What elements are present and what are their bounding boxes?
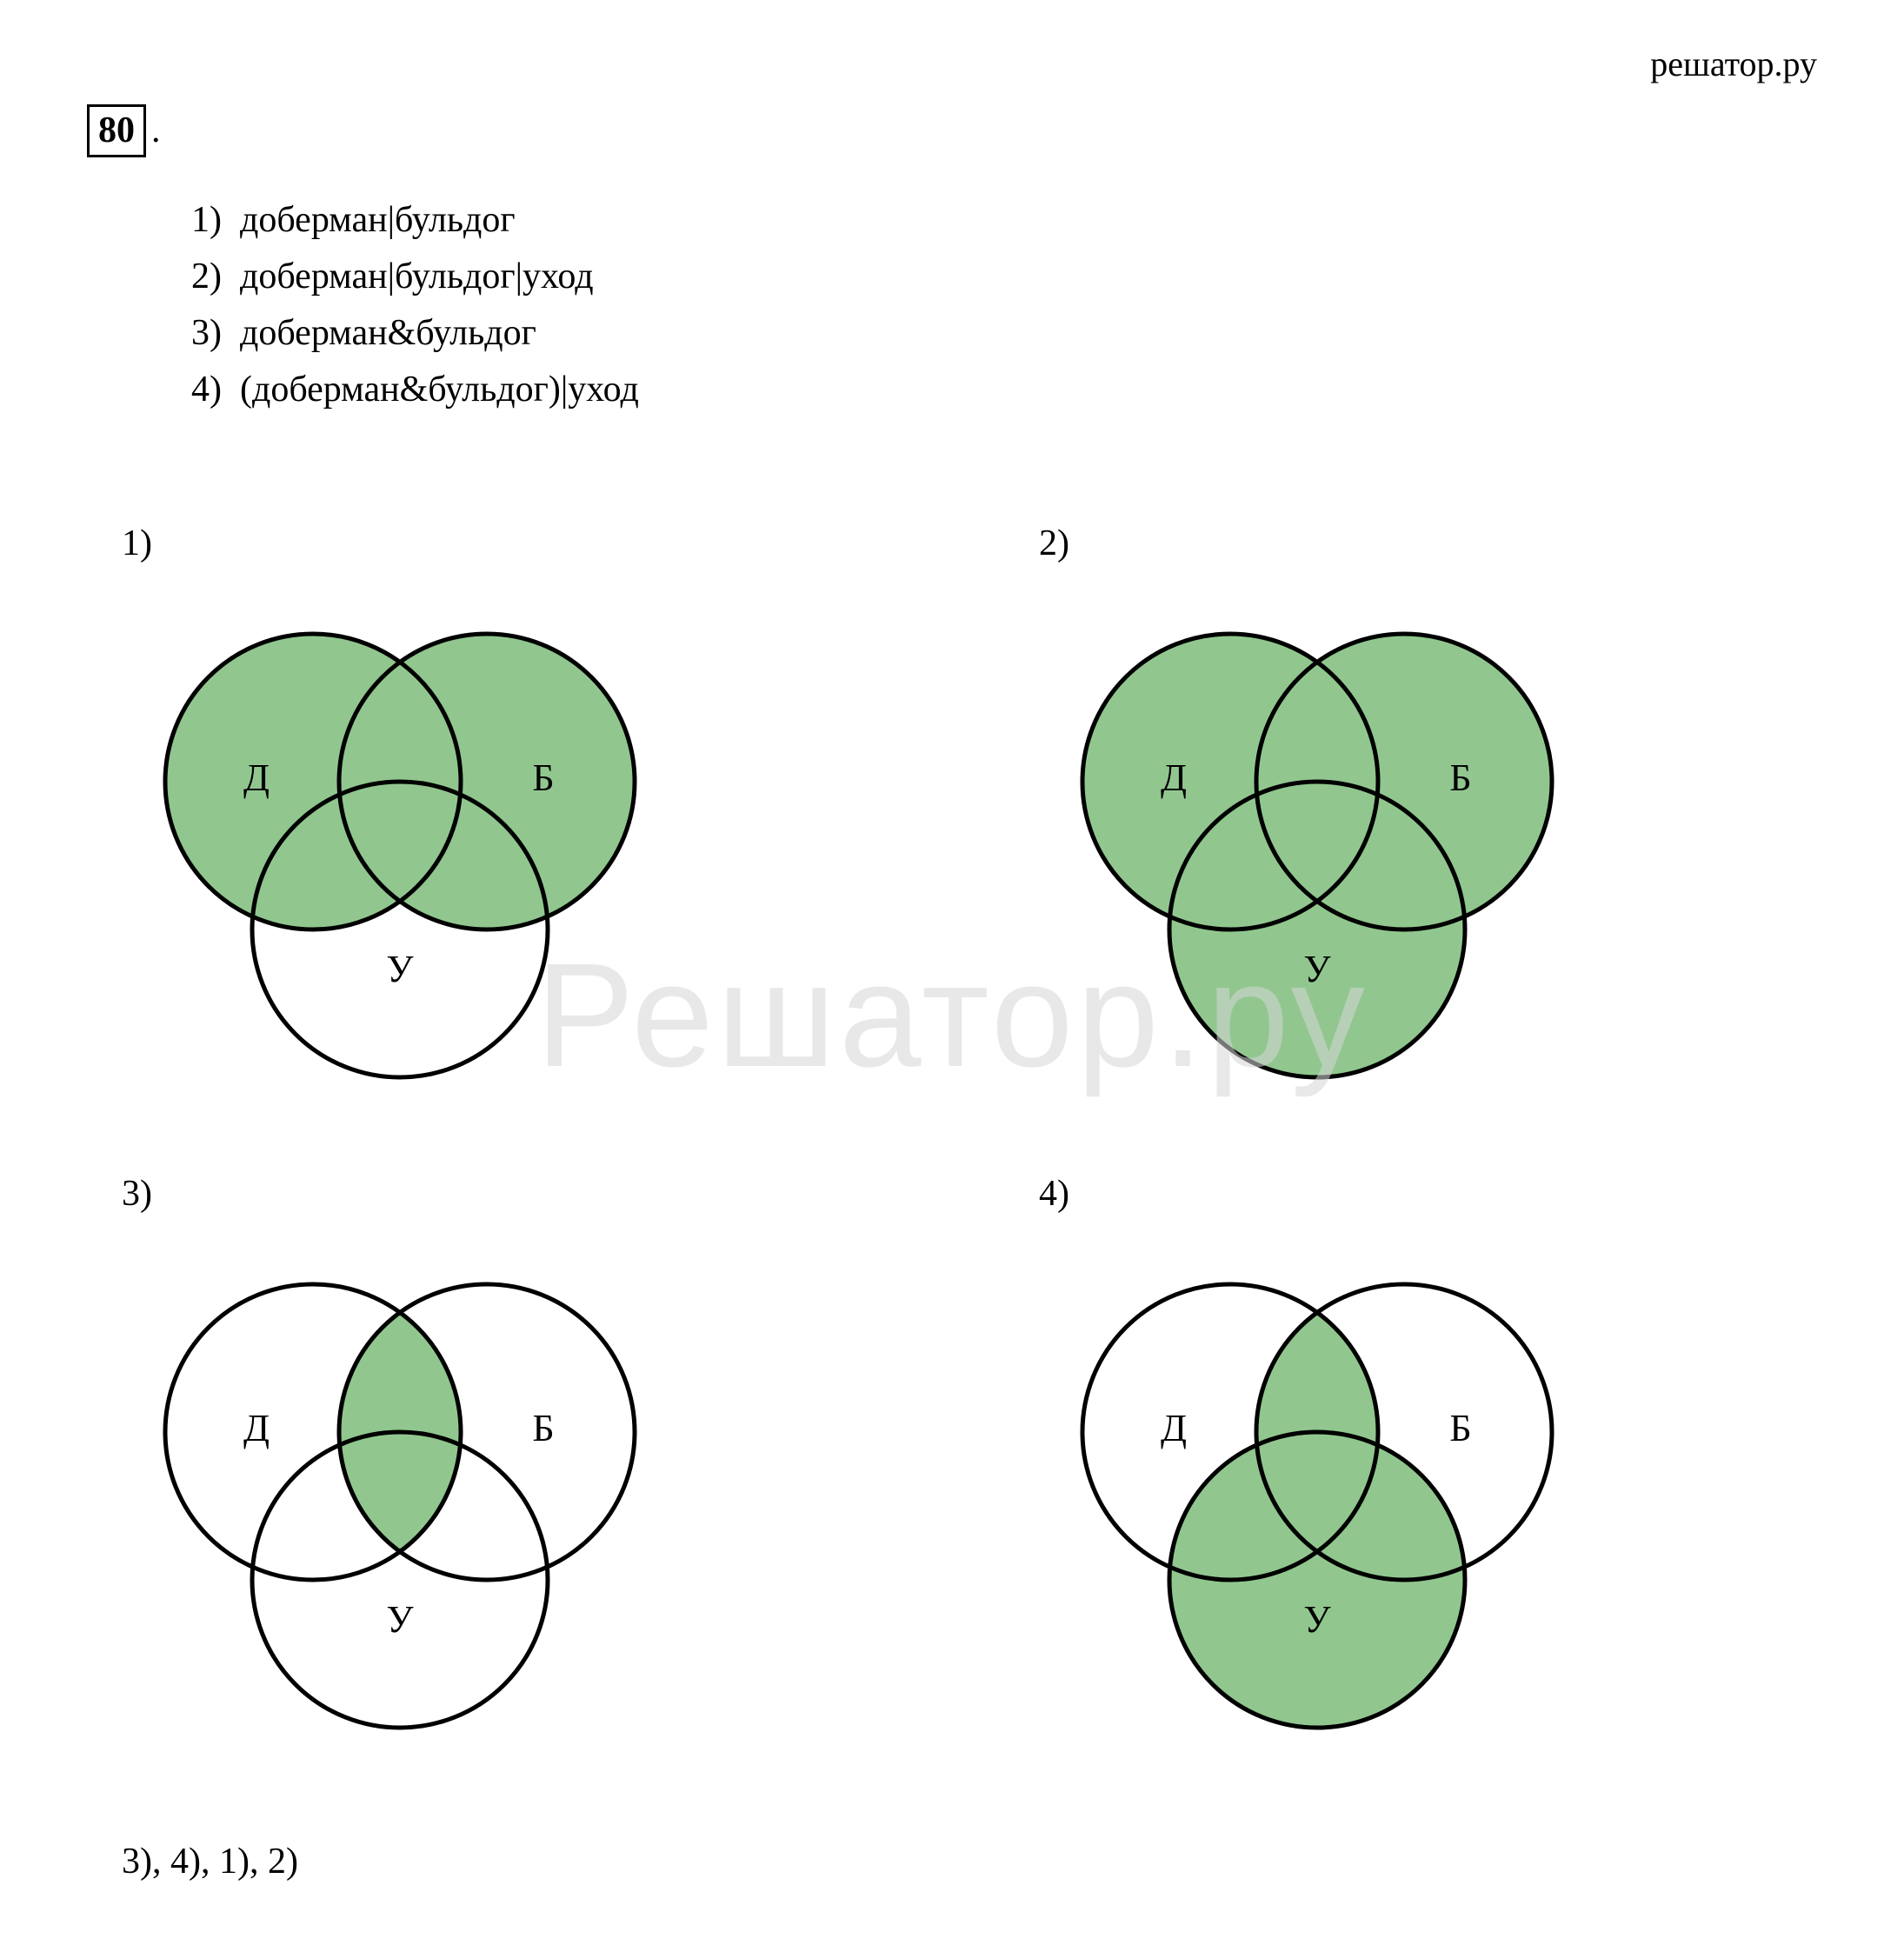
venn-svg-wrap: Д Б У: [87, 1232, 900, 1771]
expression-list: 1) доберман|бульдог2) доберман|бульдог|у…: [191, 192, 1817, 418]
svg-text:У: У: [386, 1598, 414, 1641]
svg-text:У: У: [1303, 948, 1331, 990]
venn-diagram: 3) Д Б У: [87, 1173, 900, 1771]
venn-diagram: 4) Д Б У: [1004, 1173, 1817, 1771]
venn-diagram-label: 3): [122, 1173, 900, 1215]
venn-svg-wrap: Д Б У: [1004, 582, 1817, 1121]
question-number-period: .: [151, 110, 161, 151]
venn-diagram-label: 4): [1039, 1173, 1817, 1215]
svg-text:Б: Б: [532, 756, 554, 799]
svg-text:Б: Б: [1449, 756, 1471, 799]
svg-text:Д: Д: [243, 1407, 270, 1449]
svg-text:Б: Б: [532, 1407, 554, 1449]
svg-text:Д: Д: [1161, 756, 1187, 799]
expression-row: 4) (доберман&бульдог)|уход: [191, 362, 1817, 418]
site-brand: решатор.ру: [1650, 43, 1817, 84]
svg-text:Д: Д: [243, 756, 270, 799]
question-number-wrap: 80.: [87, 104, 1817, 157]
svg-text:У: У: [386, 948, 414, 990]
answer-line: 3), 4), 1), 2): [122, 1841, 1817, 1882]
question-number: 80: [87, 104, 146, 157]
expression-row: 1) доберман|бульдог: [191, 192, 1817, 249]
svg-text:Б: Б: [1449, 1407, 1471, 1449]
venn-grid: 1) Д Б У 2): [87, 523, 1817, 1771]
expression-row: 3) доберман&бульдог: [191, 305, 1817, 362]
expression-row: 2) доберман|бульдог|уход: [191, 249, 1817, 305]
venn-diagram-label: 2): [1039, 523, 1817, 564]
venn-diagram: 2) Д Б У: [1004, 523, 1817, 1121]
venn-svg-wrap: Д Б У: [87, 582, 900, 1121]
svg-text:У: У: [1303, 1598, 1331, 1641]
svg-text:Д: Д: [1161, 1407, 1187, 1449]
venn-diagram-label: 1): [122, 523, 900, 564]
venn-svg-wrap: Д Б У: [1004, 1232, 1817, 1771]
venn-diagram: 1) Д Б У: [87, 523, 900, 1121]
